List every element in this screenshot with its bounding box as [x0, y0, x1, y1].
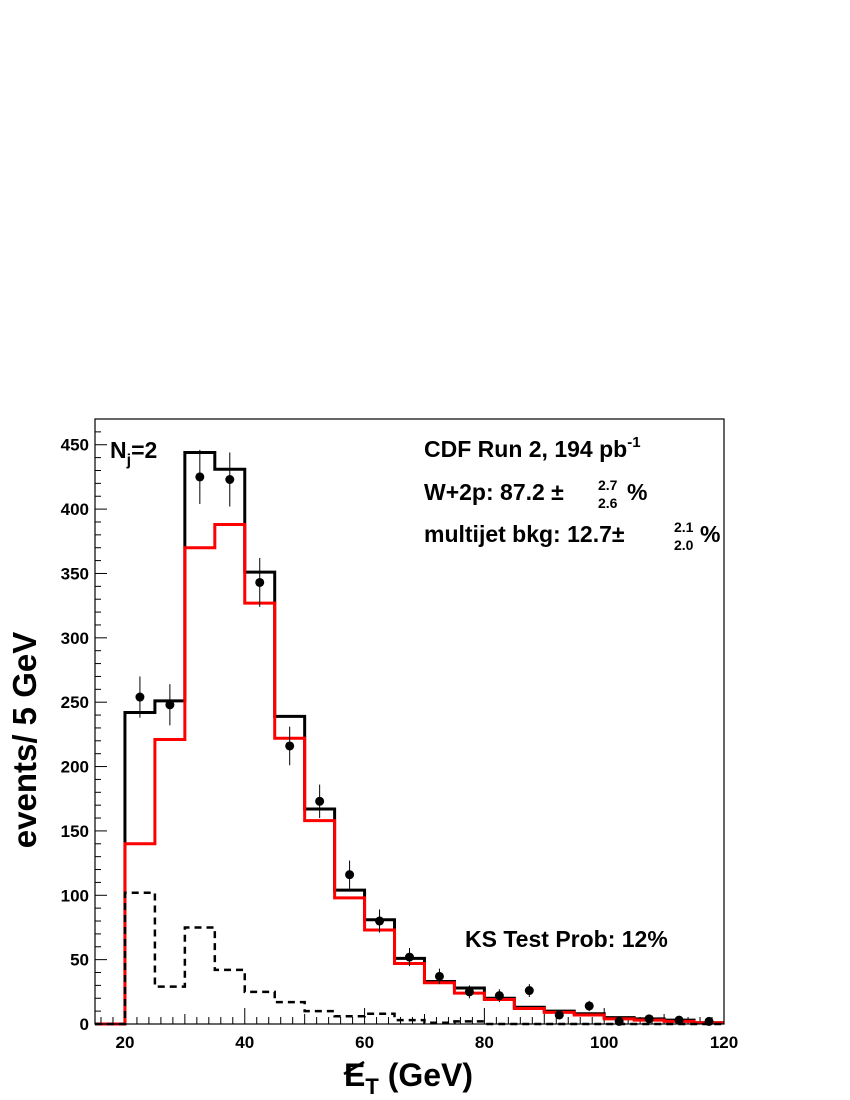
- y-tick-label: 0: [80, 1015, 89, 1034]
- data-point: [255, 577, 265, 587]
- x-tick-label: 20: [115, 1033, 134, 1052]
- data-point: [195, 472, 205, 482]
- run-label: CDF Run 2, 194 pb-1: [424, 434, 641, 462]
- x-axis-title: ET (GeV): [344, 1057, 473, 1099]
- data-point: [644, 1014, 654, 1024]
- data-point: [285, 741, 295, 751]
- y-tick-label: 200: [61, 758, 89, 777]
- x-axis-title-rest: (GeV): [379, 1057, 473, 1093]
- y-axis-title: events/ 5 GeV: [6, 632, 43, 848]
- x-axis-title-main: E: [344, 1057, 365, 1093]
- data-point: [434, 971, 444, 981]
- ks-test-label: KS Test Prob: 12%: [465, 926, 668, 952]
- x-axis-title-sub: T: [365, 1074, 379, 1099]
- x-tick-label: 120: [710, 1033, 738, 1052]
- w2p-label: W+2p: 87.2 ±: [424, 479, 564, 505]
- data-point: [674, 1015, 684, 1025]
- data-point: [315, 796, 325, 806]
- multijet-lower-error: 2.0: [674, 537, 694, 553]
- data-point: [464, 987, 474, 997]
- x-tick-label: 60: [355, 1033, 374, 1052]
- y-tick-label: 350: [61, 564, 89, 583]
- y-tick-label: 450: [61, 436, 89, 455]
- y-tick-label: 400: [61, 500, 89, 519]
- data-point: [494, 991, 504, 1001]
- w2p-lower-error: 2.6: [598, 495, 618, 511]
- dashed-black-histogram-line: [95, 891, 724, 1026]
- w2p-upper-error: 2.7: [598, 477, 618, 493]
- y-tick-label: 100: [61, 886, 89, 905]
- multijet-upper-error: 2.1: [674, 519, 694, 535]
- y-tick-label: 300: [61, 629, 89, 648]
- data-point: [345, 870, 355, 880]
- missing-et-slash: [343, 1060, 365, 1076]
- data-point: [405, 952, 414, 962]
- data-point: [375, 916, 385, 926]
- data-point: [584, 1001, 594, 1011]
- x-tick-label: 100: [590, 1033, 618, 1052]
- data-point: [524, 986, 534, 996]
- data-point: [165, 700, 175, 710]
- multijet-label: multijet bkg: 12.7±: [424, 521, 625, 547]
- data-point: [554, 1010, 564, 1020]
- y-tick-label: 150: [61, 822, 89, 841]
- tick-labels-group: 0 50 100 150 200 250 300 350 400 450 20 40 60 80 100 12…: [61, 436, 739, 1052]
- plot-frame: [94, 418, 725, 1025]
- y-tick-label: 50: [70, 951, 89, 970]
- multijet-unit: %: [700, 521, 720, 547]
- x-tick-label: 80: [475, 1033, 494, 1052]
- y-tick-label: 250: [61, 693, 89, 712]
- data-point: [135, 692, 145, 702]
- data-point: [225, 475, 235, 484]
- nj-label: Nj=2: [110, 437, 157, 469]
- x-tick-label: 40: [235, 1033, 254, 1052]
- w2p-unit: %: [627, 479, 647, 505]
